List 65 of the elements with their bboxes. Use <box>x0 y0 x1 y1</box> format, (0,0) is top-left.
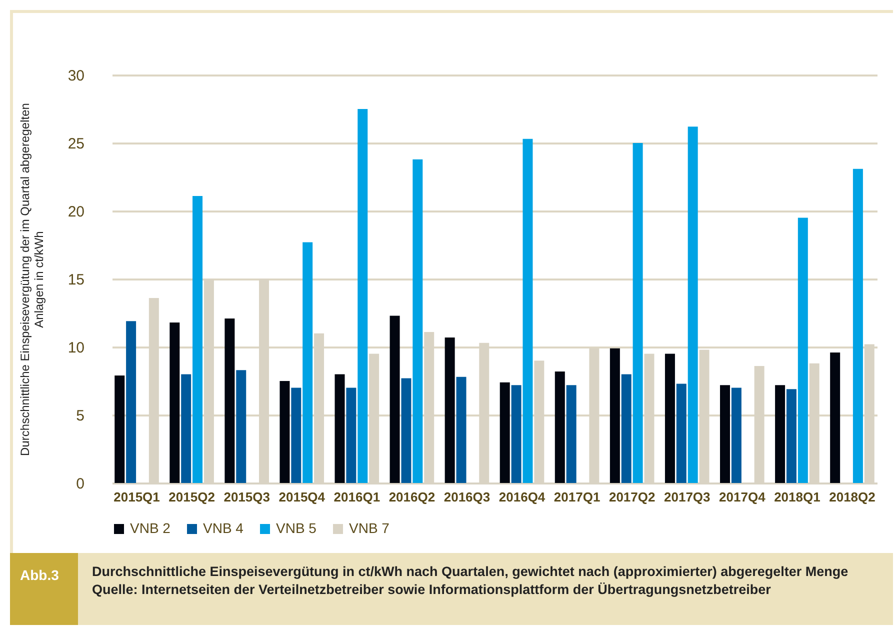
bar <box>566 385 576 483</box>
bar <box>522 138 533 483</box>
bar <box>676 384 686 483</box>
x-tick-label: 2017Q2 <box>608 490 656 504</box>
bar <box>346 388 356 483</box>
bar <box>610 348 620 483</box>
bar <box>170 322 180 483</box>
bar <box>401 378 412 483</box>
x-tick-label: 2015Q3 <box>224 490 270 504</box>
bar <box>456 376 466 483</box>
x-tick-label: 2018Q1 <box>774 490 820 504</box>
x-tick-label: 2016Q4 <box>498 490 546 504</box>
bar <box>302 242 313 483</box>
source-note: Quelle: Internetseiten der Verteilnetzbetreiber sowie Informationsplattform der Übertragungsnetzbetreiber <box>92 581 772 599</box>
y-tick-label: 20 <box>68 204 84 220</box>
bar <box>358 109 368 483</box>
x-tick-label: 2015Q1 <box>114 490 160 504</box>
bar <box>280 381 290 483</box>
bar <box>786 389 796 483</box>
bar <box>632 143 643 483</box>
y-tick-label: 30 <box>68 68 84 84</box>
bar <box>444 337 455 483</box>
x-tick-label: 2015Q4 <box>278 490 326 504</box>
bar <box>236 370 246 483</box>
bar <box>830 352 840 483</box>
bar <box>412 159 423 483</box>
y-tick-label: 0 <box>76 476 84 492</box>
y-tick-label: 5 <box>76 408 84 424</box>
bar <box>720 385 730 483</box>
bar <box>798 218 808 483</box>
bar <box>621 374 632 483</box>
legend-label: VNB 7 <box>349 520 390 536</box>
x-tick-label: 2017Q1 <box>554 490 600 504</box>
x-tick-label: 2017Q4 <box>719 490 766 504</box>
bar <box>291 388 302 483</box>
bar <box>775 385 786 483</box>
x-tick-label: 2015Q2 <box>168 490 215 504</box>
x-tick-label: 2016Q2 <box>388 490 436 504</box>
legend-label: VNB 5 <box>276 520 317 536</box>
bar <box>126 321 136 483</box>
x-tick-label: 2018Q2 <box>829 490 876 504</box>
bar <box>390 316 400 483</box>
legend-label: VNB 4 <box>203 520 244 536</box>
y-axis-title: Durchschnittliche Einspeisevergütung der im Quartal abgeregelten Anlagen in ct/kWh <box>18 103 46 456</box>
legend-label: VNB 2 <box>130 520 171 536</box>
bar <box>511 385 522 483</box>
bar <box>192 196 203 483</box>
caption: Abb.3 <box>10 553 78 625</box>
y-tick-label: 15 <box>68 272 84 288</box>
x-tick-label: 2017Q3 <box>664 490 710 504</box>
y-tick-label: 10 <box>68 340 84 356</box>
x-tick-label: 2016Q1 <box>334 490 380 504</box>
bar <box>852 168 863 483</box>
bar <box>664 354 675 483</box>
bar <box>688 126 698 483</box>
bar <box>114 376 125 483</box>
bar <box>181 374 192 483</box>
y-tick-label: 25 <box>68 136 84 152</box>
bar <box>554 371 565 483</box>
bar <box>334 374 345 483</box>
bar <box>500 382 510 483</box>
text: Durchschnittliche Einspeisevergütung in ct/kWh nach Quartalen, gewichtet nach (approximierter) abgeregelter Menge <box>92 563 848 581</box>
bar <box>224 318 235 483</box>
bar <box>731 388 742 483</box>
x-tick-label: 2016Q3 <box>444 490 490 504</box>
